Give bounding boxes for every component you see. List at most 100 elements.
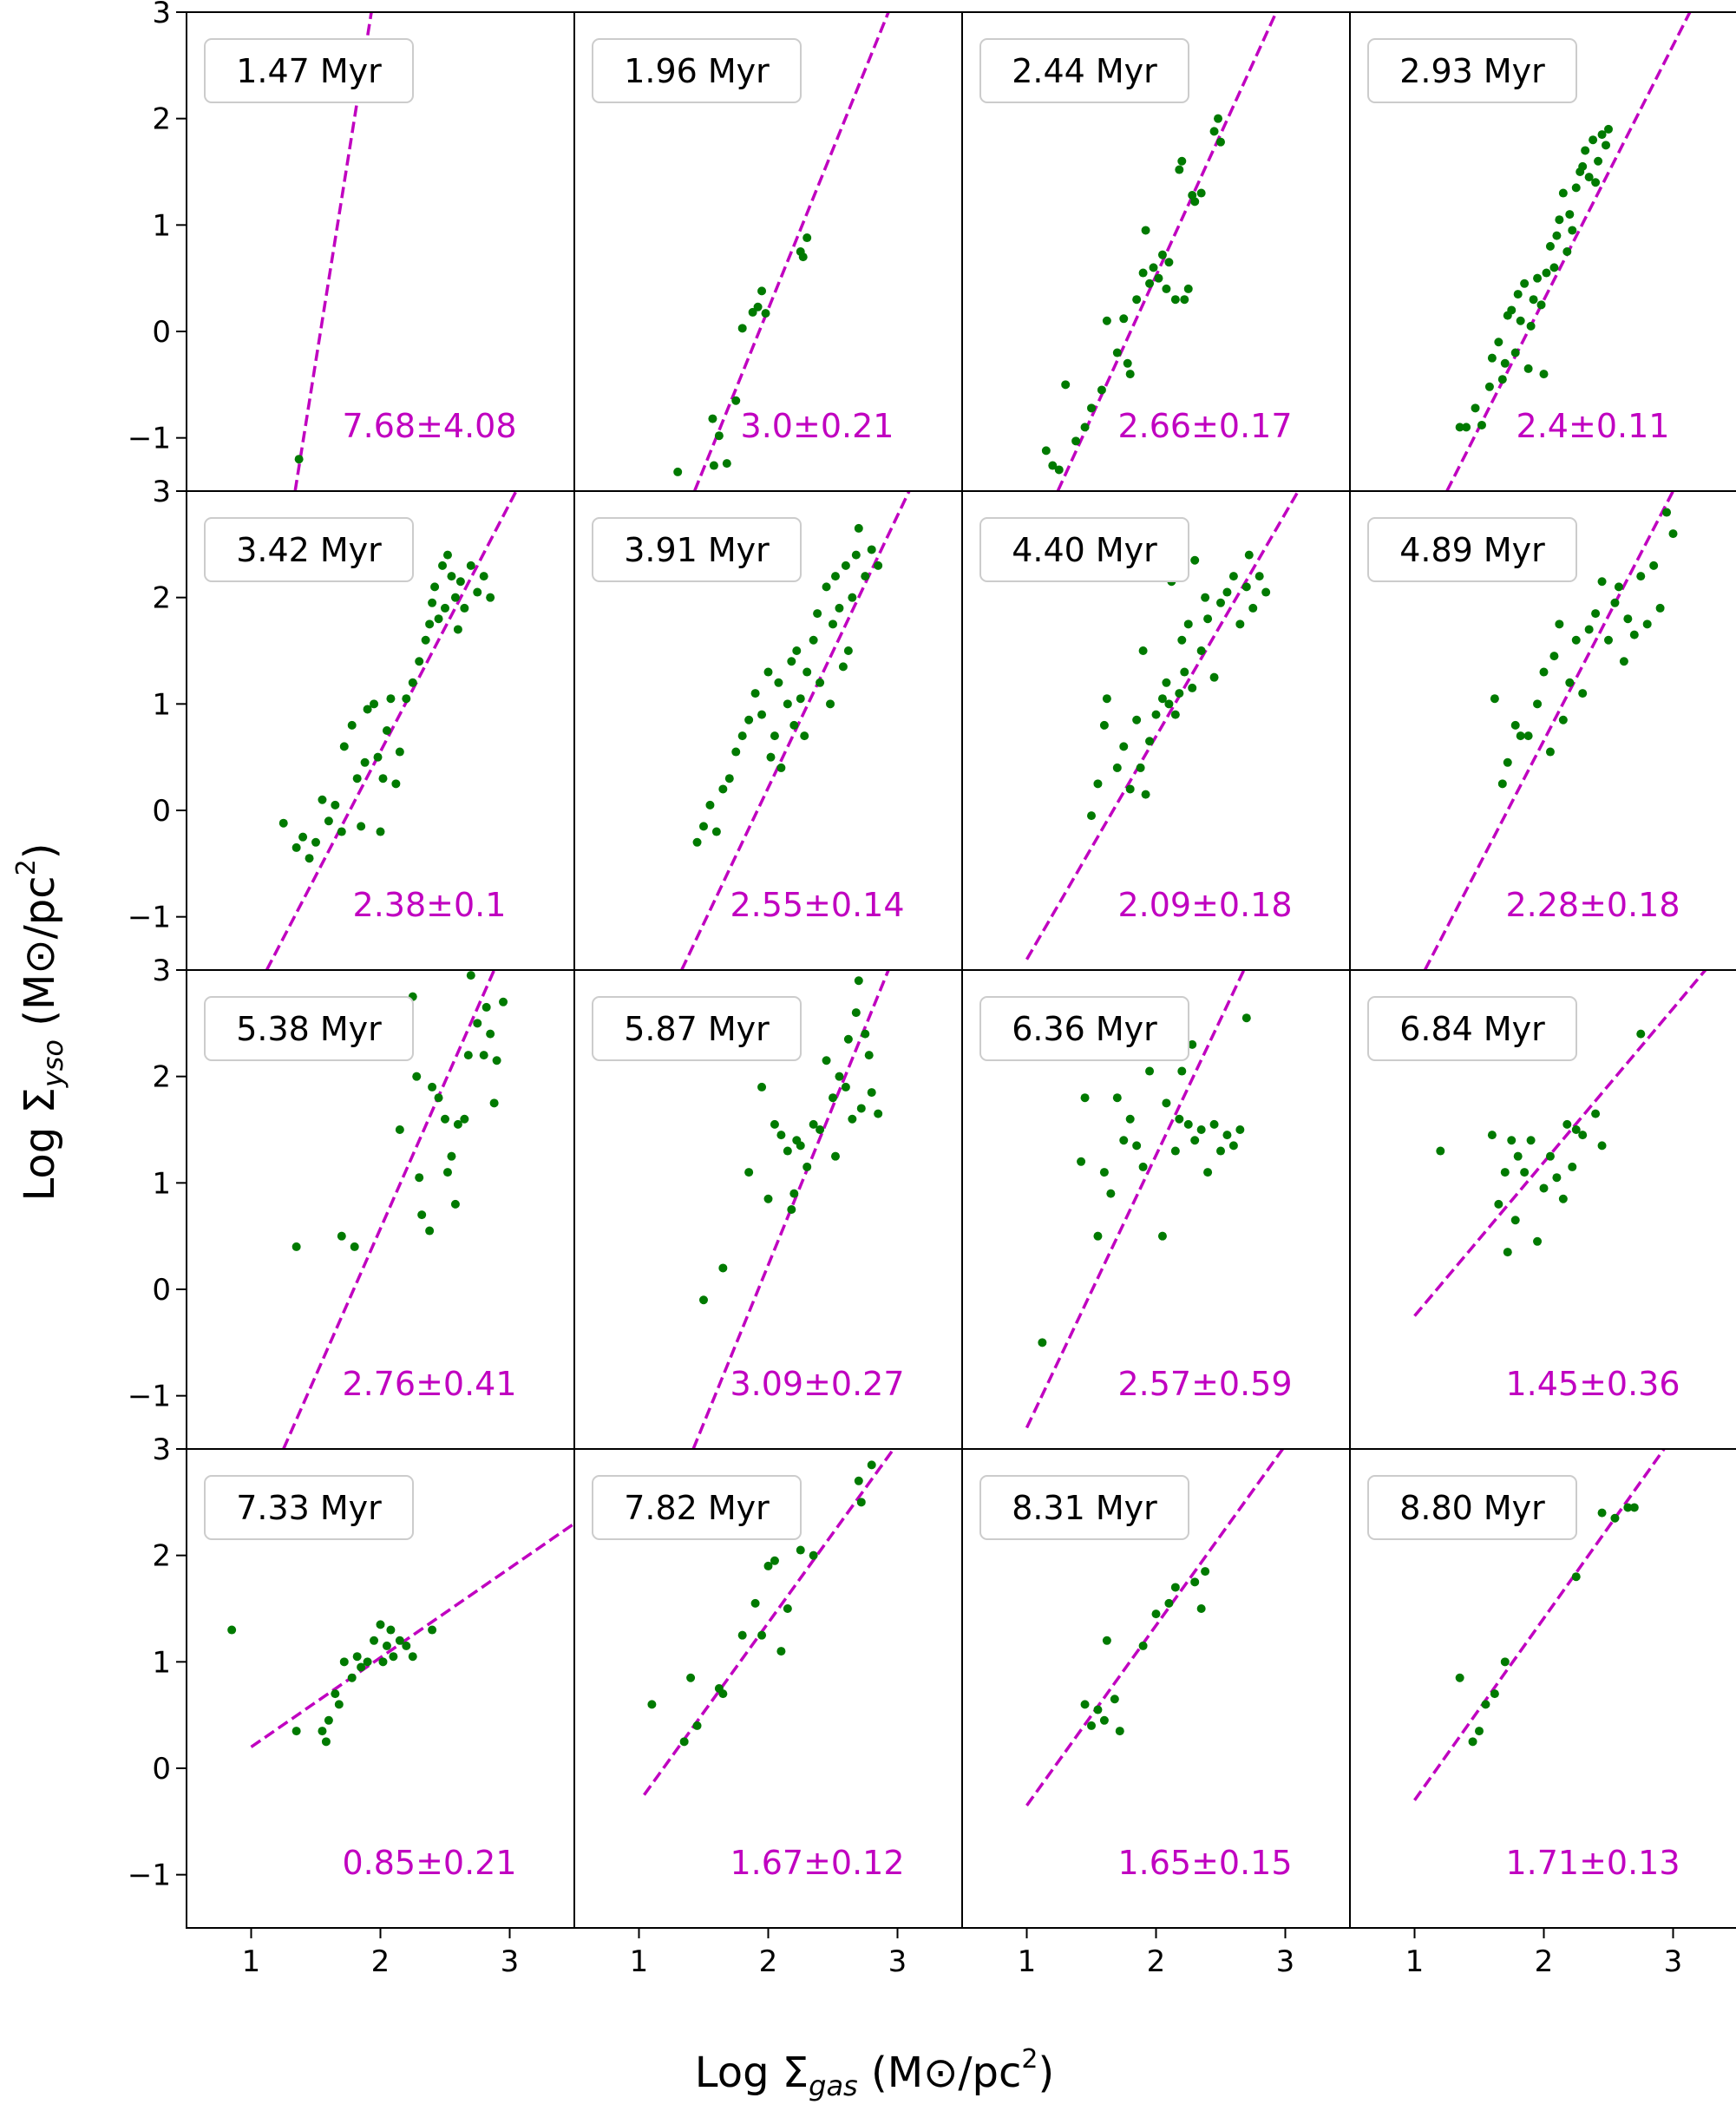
data-point: [1619, 657, 1628, 666]
panel-plot-area: [691, 970, 890, 1449]
data-point: [1151, 1609, 1161, 1619]
age-label-box: [979, 996, 1189, 1061]
data-point: [1162, 1098, 1171, 1108]
age-label-box: [979, 1475, 1189, 1540]
data-point: [1610, 598, 1620, 607]
data-point: [856, 1498, 866, 1507]
data-point: [1244, 550, 1254, 560]
data-point: [1170, 1146, 1180, 1156]
data-point: [1571, 183, 1581, 193]
data-point: [798, 252, 808, 262]
data-point: [1183, 620, 1193, 629]
y-tick-label: 0: [152, 1752, 171, 1786]
data-point: [1539, 370, 1549, 379]
data-point: [1475, 1727, 1484, 1736]
data-point: [856, 1104, 866, 1113]
y-tick-label: 3: [152, 1432, 171, 1467]
x-tick-label: 2: [371, 1944, 390, 1979]
data-point: [1048, 461, 1058, 470]
data-point: [1180, 295, 1189, 305]
data-point: [1516, 731, 1525, 741]
data-point: [492, 1056, 501, 1065]
data-point: [1668, 529, 1678, 539]
data-point: [1623, 1503, 1633, 1512]
panel-plot-area: [1025, 491, 1300, 960]
data-point: [1623, 614, 1633, 624]
data-point: [1177, 635, 1187, 645]
data-point: [1170, 710, 1180, 719]
data-point: [809, 635, 818, 645]
data-point: [1071, 436, 1081, 446]
age-label-box: [592, 38, 802, 103]
data-point: [425, 620, 435, 629]
data-point: [673, 467, 683, 476]
slope-label: 2.38±0.1: [353, 886, 507, 924]
data-point: [382, 1641, 391, 1650]
data-point: [1507, 305, 1517, 315]
data-point: [1500, 1168, 1510, 1177]
data-point: [1196, 1125, 1206, 1134]
data-point: [347, 720, 357, 730]
data-point: [1436, 1146, 1445, 1156]
data-point: [321, 1737, 331, 1747]
fit-line: [1025, 491, 1300, 960]
data-point: [1549, 263, 1559, 272]
data-point: [318, 795, 327, 804]
panel-5: 3.42 Myr 2.38±0.1: [186, 490, 575, 971]
x-tick-label: 3: [501, 1944, 520, 1979]
fit-line: [680, 491, 911, 970]
data-point: [1177, 1066, 1187, 1076]
data-point: [1545, 1151, 1555, 1161]
data-point: [1597, 577, 1607, 587]
slope-label: 0.85±0.21: [342, 1844, 516, 1882]
data-point: [1497, 779, 1507, 789]
data-point: [796, 1545, 805, 1555]
data-point: [1214, 114, 1223, 123]
data-point: [770, 1119, 779, 1129]
data-point: [1216, 137, 1225, 147]
x-tick-label: 1: [1018, 1944, 1037, 1979]
data-point: [1132, 715, 1142, 724]
data-point: [1077, 1157, 1086, 1166]
data-point: [489, 1098, 499, 1108]
y-tick-label: 2: [152, 1060, 171, 1095]
data-point: [1145, 737, 1155, 746]
data-point: [1578, 1131, 1588, 1140]
age-label-box: [1367, 517, 1577, 582]
data-point: [1164, 258, 1174, 267]
data-point: [843, 646, 853, 655]
data-point: [838, 662, 848, 672]
data-point: [1516, 316, 1525, 325]
fit-line: [1025, 1449, 1284, 1806]
data-point: [1552, 231, 1562, 240]
data-point: [731, 747, 741, 757]
data-point: [450, 1199, 460, 1209]
data-point: [1141, 226, 1150, 235]
data-point: [1097, 385, 1106, 395]
slope-label: 2.57±0.59: [1117, 1365, 1292, 1403]
data-point: [434, 614, 443, 624]
data-point: [766, 752, 776, 762]
data-point: [1662, 508, 1672, 517]
x-tick-label: 1: [630, 1944, 649, 1979]
data-point: [339, 1657, 349, 1667]
data-point: [1119, 742, 1129, 751]
data-point: [835, 603, 844, 613]
data-point: [854, 1476, 863, 1485]
data-point: [1102, 316, 1111, 325]
data-point: [776, 763, 786, 772]
fit-line: [282, 970, 496, 1449]
data-point: [699, 822, 708, 831]
data-point: [1497, 375, 1507, 384]
data-point: [1539, 667, 1549, 677]
slope-label: 1.67±0.12: [730, 1844, 904, 1882]
data-point: [386, 694, 396, 704]
data-point: [1119, 1136, 1129, 1145]
data-point: [1141, 790, 1150, 799]
panel-plot-area: [643, 1449, 895, 1796]
panel-4: 2.93 Myr 2.4±0.11: [1349, 11, 1736, 492]
data-point: [1542, 268, 1551, 278]
data-point: [1080, 1700, 1090, 1709]
data-point: [376, 827, 385, 836]
